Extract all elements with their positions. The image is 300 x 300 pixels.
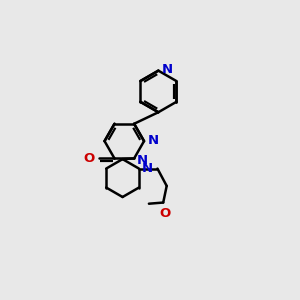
Text: O: O <box>159 207 170 220</box>
Text: N: N <box>142 162 153 175</box>
Text: N: N <box>147 134 158 147</box>
Text: O: O <box>84 152 95 165</box>
Text: N: N <box>136 154 148 167</box>
Text: N: N <box>161 63 172 76</box>
